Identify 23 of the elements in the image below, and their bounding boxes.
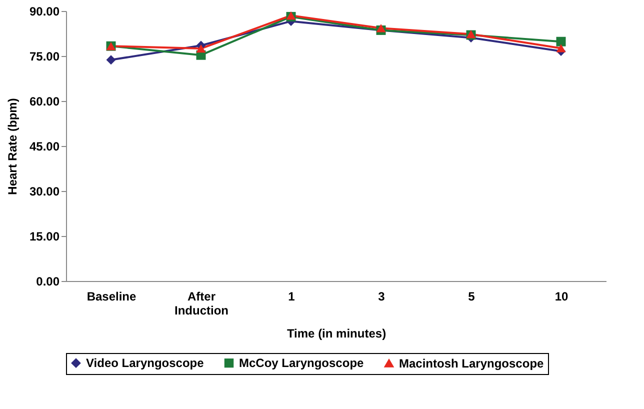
- y-tick-label: 15.00: [29, 230, 60, 244]
- x-tick-label: 1: [288, 290, 296, 304]
- x-tick-label: Baseline: [86, 290, 137, 304]
- legend-label: Video Laryngoscope: [86, 356, 204, 370]
- y-tick-label: 45.00: [29, 140, 60, 154]
- x-tick-label: 10: [554, 290, 568, 304]
- y-tick-label: 0.00: [36, 274, 60, 288]
- y-tick-label: 90.00: [29, 4, 60, 18]
- x-tick-label: 3: [378, 290, 386, 304]
- y-tick-label: 30.00: [29, 184, 60, 198]
- x-axis-title: Time (in minutes): [286, 326, 386, 340]
- legend-label: McCoy Laryngoscope: [239, 356, 364, 370]
- point: [556, 36, 566, 46]
- point: [106, 55, 116, 65]
- point: [556, 44, 566, 52]
- y-tick-label: 60.00: [29, 94, 60, 108]
- legend-label: Macintosh Laryngoscope: [399, 356, 544, 370]
- x-tick-label: 5: [468, 290, 476, 304]
- y-tick-label: 75.00: [29, 50, 60, 64]
- point: [196, 44, 206, 53]
- x-tick-label: After Induction: [174, 290, 228, 318]
- y-axis-title: Heart Rate (bpm): [5, 98, 20, 195]
- point: [376, 24, 386, 32]
